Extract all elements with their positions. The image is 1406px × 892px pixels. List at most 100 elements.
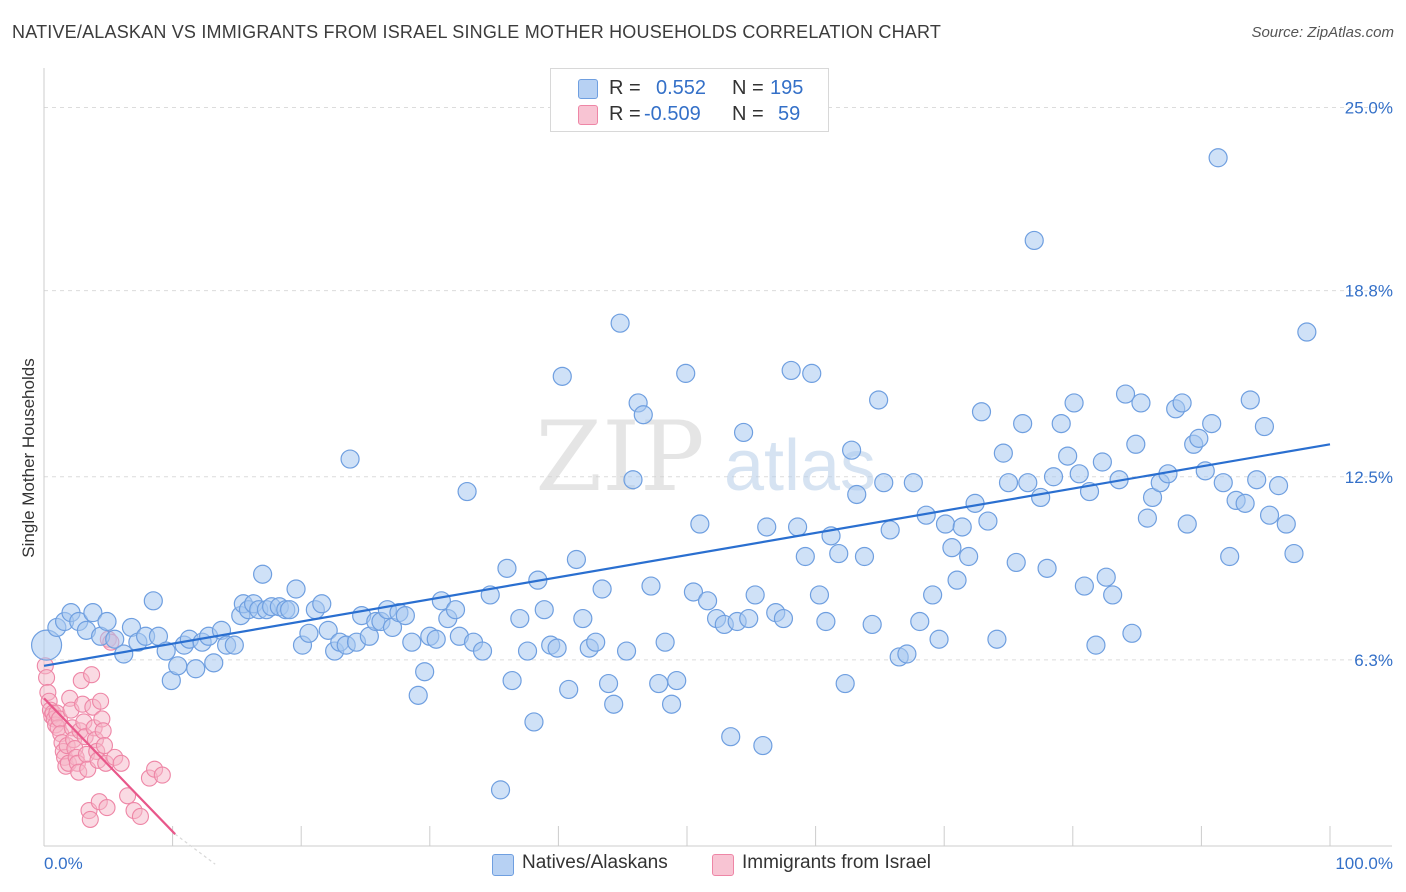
data-point-natives: [426, 629, 446, 649]
data-point-natives: [299, 623, 319, 643]
y-tick-label: 12.5%: [1345, 468, 1393, 487]
data-point-natives: [186, 659, 206, 679]
data-point-natives: [604, 694, 624, 714]
data-point-natives: [1131, 393, 1151, 413]
data-point-natives: [781, 360, 801, 381]
data-point-natives: [497, 558, 517, 578]
data-point-natives: [280, 600, 300, 620]
data-point-natives: [1213, 473, 1233, 493]
data-point-natives: [1086, 635, 1106, 655]
data-point-natives: [1092, 452, 1112, 472]
data-point-natives: [753, 735, 773, 756]
data-point-natives: [649, 673, 669, 694]
legend-n-value: 195: [770, 77, 804, 99]
data-point-natives: [1051, 414, 1071, 434]
watermark: ZIP atlas: [535, 401, 876, 513]
data-point-natives: [224, 635, 244, 655]
data-point-israel: [92, 692, 110, 710]
chart-title: NATIVE/ALASKAN VS IMMIGRANTS FROM ISRAEL…: [12, 22, 942, 42]
data-point-natives: [1254, 416, 1275, 437]
data-point-natives: [490, 780, 511, 800]
data-point-natives: [472, 641, 493, 661]
data-point-natives: [1268, 476, 1289, 496]
tick-labels: 6.3% 12.5% 18.8% 25.0% 0.0% 100.0%: [44, 99, 1393, 873]
watermark-zip: ZIP: [535, 401, 704, 513]
data-point-natives: [1240, 390, 1260, 410]
data-point-natives: [586, 632, 606, 652]
data-point-natives: [854, 546, 875, 567]
trend-line-israel-extension: [174, 833, 216, 865]
data-point-natives: [610, 313, 630, 333]
data-point-israel: [153, 766, 171, 784]
source-label: Source: ZipAtlas.com: [1251, 24, 1394, 41]
data-point-natives: [566, 549, 587, 570]
data-point-natives: [959, 546, 979, 567]
data-point-natives: [1058, 446, 1078, 466]
data-point-natives: [757, 517, 777, 537]
data-point-natives: [1142, 487, 1163, 508]
legend-r-label: R =: [609, 103, 641, 125]
data-point-natives: [1259, 505, 1280, 525]
data-point-natives: [598, 673, 619, 694]
data-point-natives: [935, 514, 956, 534]
data-point-natives: [1297, 322, 1317, 342]
data-point-natives: [829, 543, 849, 564]
data-point-natives: [721, 727, 741, 747]
y-tick-label: 18.8%: [1345, 282, 1393, 301]
data-point-natives: [897, 644, 917, 664]
trend-lines: [43, 443, 1331, 865]
data-point-natives: [641, 576, 661, 596]
data-point-natives: [1024, 230, 1044, 251]
data-point-natives: [1172, 393, 1192, 413]
data-point-natives: [971, 402, 992, 422]
data-point-israel: [81, 810, 99, 828]
data-point-natives: [697, 591, 718, 611]
data-point-israel: [38, 669, 56, 687]
data-point-natives: [616, 641, 637, 661]
data-point-natives: [733, 422, 754, 443]
data-point-natives: [993, 443, 1013, 463]
axes: [43, 68, 1392, 847]
trend-line-israel: [43, 697, 176, 835]
data-point-natives: [502, 670, 522, 691]
data-point-natives: [1096, 567, 1116, 587]
data-point-natives: [952, 517, 972, 537]
data-point-natives: [739, 608, 759, 629]
data-point-natives: [874, 473, 894, 493]
data-point-natives: [1103, 585, 1123, 605]
data-point-natives: [408, 685, 428, 705]
data-point-natives: [795, 546, 815, 567]
legend: R = 0.552 N = 195 R = -0.509 N = 59: [550, 68, 829, 132]
data-point-natives: [1031, 487, 1051, 508]
data-point-israel: [95, 737, 113, 755]
data-point-natives: [1189, 428, 1209, 448]
data-point-natives: [1074, 576, 1094, 596]
data-point-natives: [143, 591, 163, 611]
data-point-natives: [402, 632, 422, 652]
data-point-natives: [745, 585, 765, 605]
data-point-natives: [312, 594, 332, 614]
data-point-natives: [978, 511, 998, 531]
data-point-natives: [880, 520, 900, 540]
grid-lines: [44, 107, 1392, 661]
data-point-natives: [683, 582, 704, 602]
data-point-natives: [1247, 470, 1267, 490]
data-point-natives: [1208, 148, 1228, 168]
data-point-natives: [1177, 514, 1197, 534]
data-point-natives: [655, 632, 675, 652]
data-point-natives: [869, 390, 889, 410]
data-point-natives: [802, 363, 822, 383]
data-point-natives: [676, 363, 696, 383]
data-point-israel: [94, 722, 112, 740]
bottom-legend-label-israel: Immigrants from Israel: [742, 852, 931, 873]
legend-swatch-pink: [578, 105, 598, 125]
data-point-natives: [340, 449, 360, 469]
series-natives-alaskans: [30, 148, 1317, 800]
data-point-natives: [415, 662, 435, 682]
data-point-natives: [842, 440, 862, 460]
data-point-natives: [1276, 514, 1296, 534]
data-point-natives: [552, 366, 572, 386]
data-point-natives: [816, 611, 836, 632]
legend-n-label: N =: [732, 103, 764, 125]
data-point-natives: [30, 629, 63, 661]
